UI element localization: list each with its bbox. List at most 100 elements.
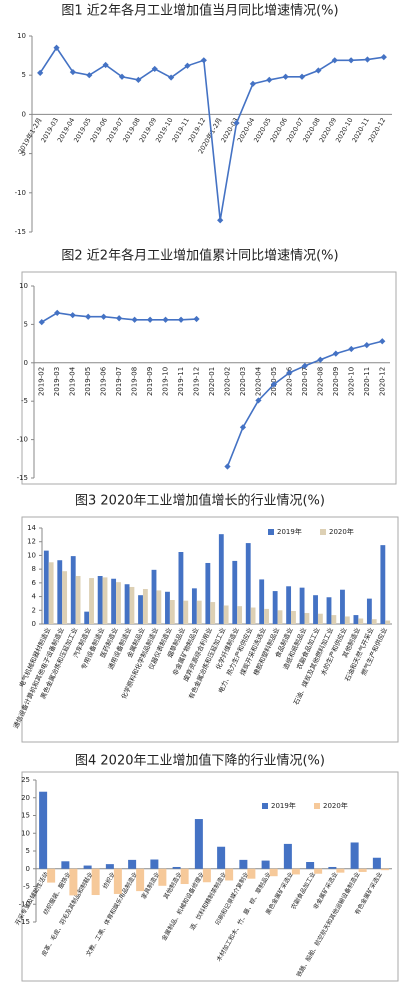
bar [194, 819, 203, 869]
marker [347, 57, 355, 64]
chart-panel [21, 771, 399, 982]
y-tick-label: -15 [15, 228, 26, 236]
y-tick-label: -5 [21, 397, 28, 405]
y-tick-label: 10 [17, 32, 26, 40]
y-tick-label: -10 [19, 900, 30, 908]
bar [205, 562, 211, 624]
x-tick-label: 2020-09 [332, 367, 340, 396]
marker [177, 316, 185, 323]
marker [200, 57, 207, 64]
x-tick-label: 2019-04 [69, 366, 77, 396]
y-tick-label: 2 [32, 606, 36, 614]
bar [136, 868, 145, 892]
legend-swatch [262, 803, 268, 809]
bar [232, 560, 238, 624]
marker [249, 80, 257, 87]
bar [380, 545, 386, 624]
bar [358, 618, 364, 624]
y-tick-label: 5 [26, 847, 30, 855]
bar [158, 868, 167, 886]
y-tick-label: 10 [19, 282, 28, 290]
bar [372, 857, 381, 869]
bar [48, 562, 54, 624]
y-tick-label: -10 [17, 436, 28, 444]
bar [151, 569, 157, 624]
chart-panel [21, 516, 399, 743]
y-tick-label: -15 [19, 918, 30, 926]
bar [102, 577, 108, 624]
legend-label: 2020年 [329, 527, 354, 536]
bar [43, 550, 49, 624]
bar [129, 586, 135, 624]
marker [102, 61, 109, 69]
marker [301, 362, 308, 369]
marker [348, 345, 355, 353]
x-tick-label: 2020-10 [347, 367, 355, 396]
bar [218, 534, 224, 624]
y-tick-label: 0 [22, 110, 26, 118]
marker [332, 350, 339, 357]
bar [70, 556, 76, 624]
marker [298, 73, 306, 80]
bar [150, 859, 159, 869]
bar [328, 866, 337, 869]
x-tick-label: 2019-08 [131, 367, 139, 396]
marker [69, 312, 76, 319]
bar [165, 591, 170, 624]
bar [353, 615, 359, 624]
bar [69, 868, 78, 896]
bar [247, 868, 256, 879]
y-tick-label: -15 [17, 474, 28, 482]
bar [57, 560, 63, 624]
bar [261, 860, 270, 869]
y-tick-label: -5 [19, 150, 26, 158]
marker [317, 356, 324, 363]
y-tick-label: 20 [21, 794, 30, 802]
bar [239, 859, 248, 869]
marker [363, 342, 370, 349]
marker [266, 76, 273, 84]
marker [86, 72, 93, 79]
marker [131, 316, 138, 323]
chart-panel [21, 271, 397, 485]
x-tick-label: 开采专业及辅助性活动 [13, 871, 50, 927]
bar [180, 868, 189, 885]
y-tick-label: 5 [22, 71, 26, 79]
y-tick-label: 10 [21, 829, 30, 837]
bar [105, 864, 114, 869]
marker [69, 68, 77, 76]
chart-title: 图2 近2年各月工业增加值累计同比增速情况(%) [61, 248, 338, 264]
bar [291, 610, 296, 624]
y-tick-label: 6 [32, 579, 37, 587]
x-tick-label: 2019-06 [100, 366, 108, 396]
bar [277, 610, 283, 624]
bar [113, 868, 122, 894]
marker [286, 369, 293, 376]
marker [118, 73, 126, 80]
marker [100, 313, 107, 320]
bar [172, 866, 181, 869]
x-tick-label: 2020-02 [223, 367, 231, 396]
x-tick-label: 2019-10 [162, 367, 170, 396]
marker [85, 313, 92, 320]
bar [385, 620, 391, 624]
bar [116, 582, 121, 624]
marker [380, 54, 387, 61]
x-tick-label: 2019-05 [84, 367, 92, 396]
marker [53, 44, 60, 51]
marker [233, 119, 240, 127]
legend-swatch [314, 803, 320, 809]
bar [269, 868, 278, 877]
bar [91, 868, 100, 896]
x-tick-label: 2019-12 [193, 367, 201, 396]
y-tick-label: -10 [15, 189, 26, 197]
y-tick-label: 10 [27, 551, 36, 559]
marker [217, 217, 224, 224]
legend-label: 2019年 [277, 527, 302, 536]
bar [358, 868, 367, 872]
y-tick-label: 12 [27, 538, 36, 546]
y-tick-label: 0 [26, 865, 30, 873]
bar [39, 791, 48, 869]
bar [313, 595, 318, 624]
